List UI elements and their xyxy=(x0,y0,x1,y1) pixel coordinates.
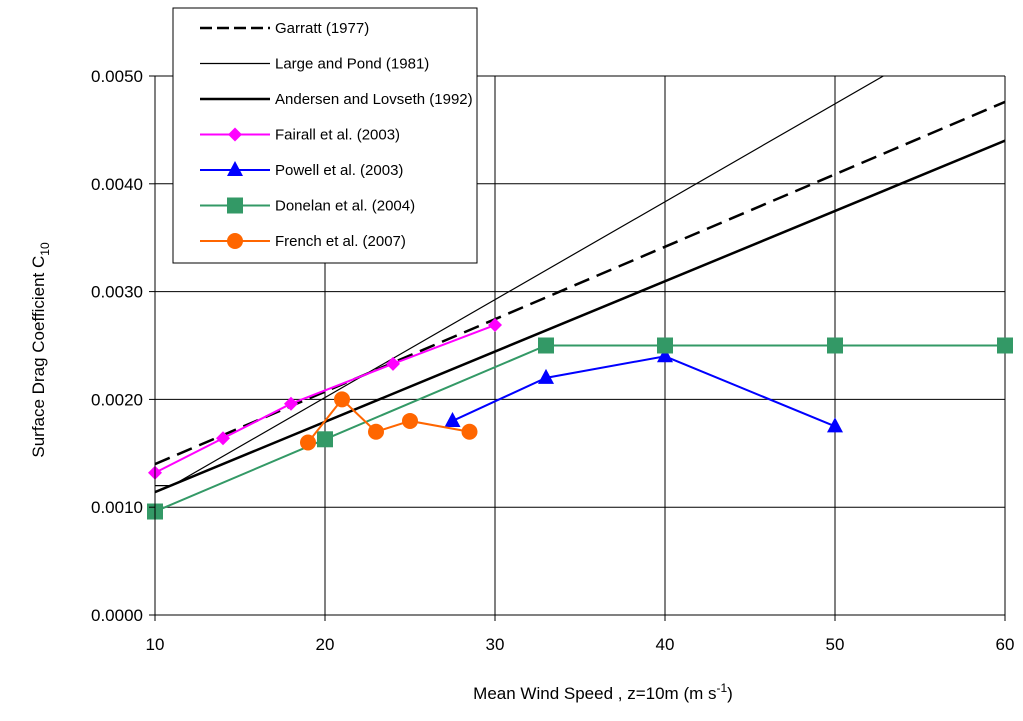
y-tick-label: 0.0050 xyxy=(91,67,143,86)
data-point-powell-et-al-2003 xyxy=(538,368,554,384)
data-point-french-et-al-2007 xyxy=(461,423,478,440)
x-tick-label: 20 xyxy=(316,635,335,654)
x-tick-label: 50 xyxy=(826,635,845,654)
series-line-donelan-et-al-2004 xyxy=(155,344,1005,513)
legend-entry-donelan-et-al-2004: Donelan et al. (2004) xyxy=(200,197,415,215)
legend-entry-andersen-and-lovseth-1992: Andersen and Lovseth (1992) xyxy=(200,91,473,108)
legend-entry-fairall-et-al-2003: Fairall et al. (2003) xyxy=(200,127,400,144)
legend-marker xyxy=(227,197,243,214)
legend-label: Fairall et al. (2003) xyxy=(275,127,400,144)
y-tick-label: 0.0040 xyxy=(91,175,143,194)
series-andersen-and-lovseth-1992 xyxy=(155,139,1005,494)
legend-entry-french-et-al-2007: French et al. (2007) xyxy=(200,233,406,250)
series-fairall-et-al-2003 xyxy=(148,318,502,480)
series-line-powell-et-al-2003 xyxy=(452,355,836,428)
legend-label: Garratt (1977) xyxy=(275,20,369,37)
data-point-donelan-et-al-2004 xyxy=(997,337,1013,354)
series-layer xyxy=(147,76,1013,520)
y-axis-title: Surface Drag Coefficient C10 xyxy=(29,242,52,458)
tick-labels: 0.0000 0.0010 0.0020 0.0030 0.0040 0.0050 10 20… xyxy=(91,67,1014,654)
data-point-french-et-al-2007 xyxy=(402,412,418,429)
x-tick-label: 60 xyxy=(996,635,1015,654)
legend-entry-powell-et-al-2003: Powell et al. (2003) xyxy=(200,161,403,179)
data-point-french-et-al-2007 xyxy=(300,434,316,451)
x-tick-label: 30 xyxy=(486,635,505,654)
y-tick-label: 0.0010 xyxy=(91,498,143,517)
y-tick-label: 0.0000 xyxy=(91,606,143,625)
legend-label: Andersen and Lovseth (1992) xyxy=(275,91,473,108)
y-axis-title-subscript: 10 xyxy=(38,242,52,256)
legend: Garratt (1977) Large and Pond (1981) Ander… xyxy=(172,7,478,264)
data-point-fairall-et-al-2003 xyxy=(216,431,230,446)
x-tick-label: 40 xyxy=(656,635,675,654)
legend-entry-large-and-pond-1981: Large and Pond (1981) xyxy=(200,56,429,73)
data-point-donelan-et-al-2004 xyxy=(827,337,843,354)
y-tick-label: 0.0020 xyxy=(91,390,143,409)
data-point-fairall-et-al-2003 xyxy=(488,318,502,333)
legend-label: Powell et al. (2003) xyxy=(275,162,403,179)
legend-label: Large and Pond (1981) xyxy=(275,56,429,73)
data-point-powell-et-al-2003 xyxy=(657,347,673,363)
series-french-et-al-2007 xyxy=(300,391,478,451)
series-line-andersen-and-lovseth-1992 xyxy=(155,139,1005,494)
data-point-donelan-et-al-2004 xyxy=(657,337,673,354)
data-point-french-et-al-2007 xyxy=(368,423,384,440)
legend-label: Donelan et al. (2004) xyxy=(275,198,415,215)
data-point-powell-et-al-2003 xyxy=(444,411,461,427)
data-point-fairall-et-al-2003 xyxy=(386,356,400,371)
legend-marker xyxy=(228,127,242,142)
x-tick-label: 10 xyxy=(146,635,165,654)
legend-marker xyxy=(227,161,243,176)
data-point-fairall-et-al-2003 xyxy=(284,396,298,411)
axes xyxy=(149,75,1006,621)
legend-label: French et al. (2007) xyxy=(275,233,406,250)
data-point-donelan-et-al-2004 xyxy=(317,431,333,448)
data-point-powell-et-al-2003 xyxy=(827,417,843,433)
x-axis-unit-superscript: -1 xyxy=(716,681,727,695)
y-tick-label: 0.0030 xyxy=(91,283,143,302)
legend-entry-garratt-1977: Garratt (1977) xyxy=(200,20,369,37)
legend-marker xyxy=(227,233,243,249)
data-point-donelan-et-al-2004 xyxy=(538,337,554,354)
data-point-french-et-al-2007 xyxy=(334,391,350,408)
series-donelan-et-al-2004 xyxy=(147,337,1013,520)
x-axis-title: Mean Wind Speed , z=10m (m s-1) xyxy=(473,681,733,703)
series-powell-et-al-2003 xyxy=(444,347,843,433)
